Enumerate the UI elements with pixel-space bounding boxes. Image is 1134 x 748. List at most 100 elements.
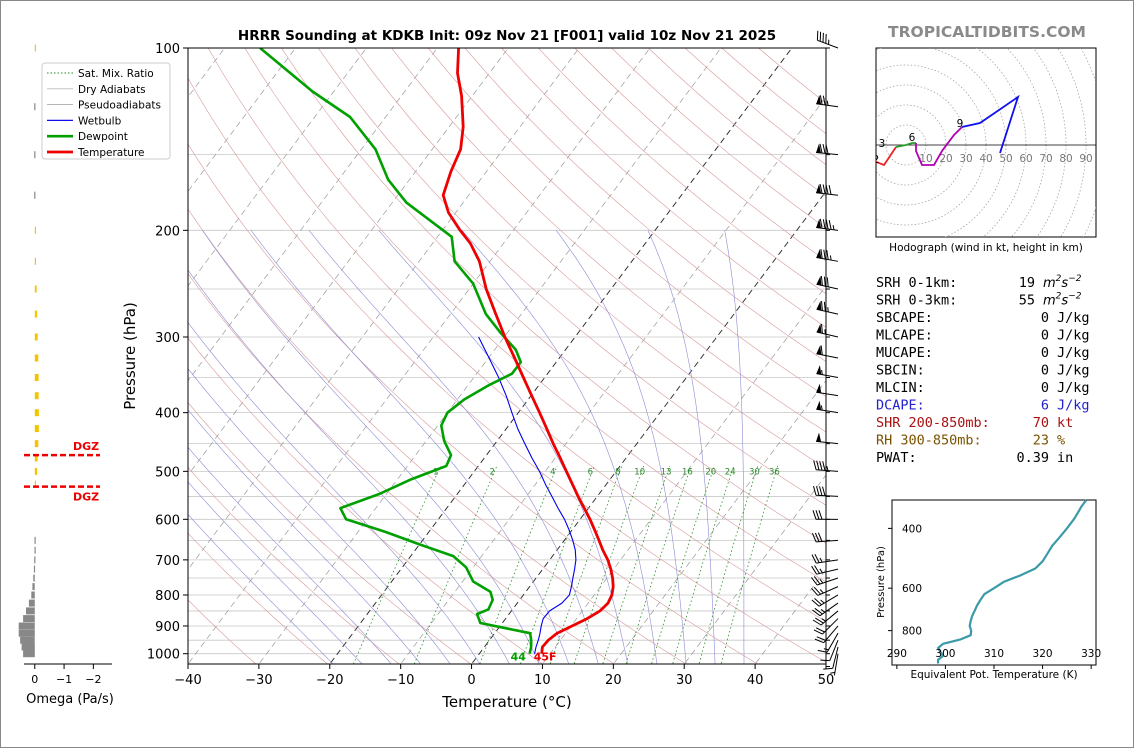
barb-full (813, 586, 821, 595)
hodograph-trace (876, 146, 897, 167)
theta-e-line (936, 499, 1088, 664)
omega-bar (34, 257, 36, 265)
barb-flag (816, 249, 822, 259)
stat-unit: in (1057, 450, 1073, 466)
moist-adiabat-line (188, 481, 363, 664)
dry-adiabat-line (188, 143, 759, 664)
omega-xlabel: Omega (Pa/s) (26, 692, 114, 707)
stat-unit: kt (1057, 415, 1073, 431)
barb-full (815, 617, 824, 624)
stat-row: SRH 0-3km: 55 m2s−2 (876, 292, 1082, 309)
skewt-series (259, 48, 615, 654)
dgz-label: DGZ (73, 491, 99, 504)
barb-full (822, 461, 826, 471)
legend-label: Dry Adiabats (78, 84, 146, 96)
barb-full (815, 627, 825, 633)
barb-flag (816, 95, 822, 105)
barb-staff (815, 494, 839, 497)
barb-full (826, 277, 829, 287)
wetbulb-line (478, 336, 577, 654)
barb-staff (826, 632, 839, 653)
wind-barb (811, 594, 839, 607)
wind-barb (813, 460, 839, 472)
barb-full (815, 510, 820, 520)
isotherm-line (188, 48, 580, 571)
barb-full (812, 619, 822, 626)
mixing-ratio-label: 6 (588, 468, 593, 478)
dry-adiabat-line (188, 532, 328, 664)
barb-full (817, 649, 828, 653)
dry-adiabat-line (188, 208, 687, 664)
mixing-ratio-line (549, 465, 623, 664)
omega-bar (34, 44, 36, 52)
barb-staff (816, 568, 839, 575)
dry-adiabat-line (188, 402, 472, 664)
isotherm-line (188, 48, 296, 192)
barb-flag (816, 400, 822, 411)
stat-row: MLCAPE: 0 J/kg (876, 328, 1090, 344)
wind-barbs (811, 30, 839, 676)
legend-label: Wetbulb (78, 115, 122, 127)
omega-bar (34, 103, 36, 111)
mixing-ratio-label: 24 (725, 468, 736, 478)
storm-motion-marker (858, 121, 875, 138)
isotherm-line (258, 48, 722, 664)
hodograph-ring-label: 80 (1059, 153, 1072, 165)
barb-full (811, 565, 818, 575)
mixing-ratio-label: 30 (749, 468, 760, 478)
omega-bar (34, 409, 39, 417)
stat-unit: J/kg (1057, 310, 1090, 326)
omega-bar (23, 615, 35, 623)
mixing-ratio-line (651, 465, 715, 664)
wind-barb (811, 532, 839, 543)
mixing-ratio-line (602, 465, 671, 664)
barb-full (811, 599, 820, 607)
stat-label: PWAT: (876, 450, 917, 466)
y-tick-label: 700 (155, 554, 180, 569)
y-tick-label: 900 (155, 620, 180, 635)
hodograph-caption: Hodograph (wind in kt, height in km) (889, 242, 1083, 254)
wind-barb (816, 275, 839, 290)
barb-full (823, 276, 826, 287)
barb-half (820, 609, 826, 613)
mixing-ratio-line (573, 465, 644, 664)
x-tick-label: 10 (534, 673, 551, 688)
barb-full (822, 219, 826, 229)
stat-label: SRH 0-1km: (876, 275, 957, 291)
stat-label: SBCAPE: (876, 310, 933, 326)
barb-full (820, 345, 823, 355)
stat-label: MUCAPE: (876, 345, 933, 361)
stat-row: SBCIN: 0 J/kg (876, 363, 1090, 379)
dry-adiabat-line (188, 337, 544, 664)
theta-e-panel: 290 300 310 320 330 400 600 800 (887, 499, 1101, 669)
omega-bar (26, 607, 35, 615)
wind-barb (817, 632, 839, 653)
stat-value: 0 (1041, 363, 1049, 379)
omega-tick-label: −2 (85, 673, 101, 686)
mixing-ratio-label: 1 (433, 468, 438, 478)
barb-full (814, 598, 822, 606)
hodograph-panel: 10 20 30 40 50 60 70 80 90 1 2 3 6 9 LM RM (858, 47, 1097, 238)
wind-barb (816, 323, 839, 338)
mixing-ratio-label: 4 (550, 468, 555, 478)
stat-unit: J/kg (1057, 363, 1090, 379)
stat-unit: J/kg (1057, 380, 1090, 396)
omega-bar (34, 333, 38, 341)
x-tick-label: 50 (818, 673, 835, 688)
x-tick-label: −20 (316, 673, 343, 688)
y-tick-label: 400 (155, 407, 180, 422)
mixing-ratio-label: 13 (661, 468, 672, 478)
omega-bar (34, 467, 38, 475)
barb-full (818, 510, 823, 520)
barb-full (817, 532, 823, 542)
wind-barb (816, 218, 839, 231)
barb-flag (816, 275, 822, 286)
stat-unit: m2s−2 (1043, 274, 1082, 291)
barb-full (812, 510, 817, 520)
skewt-xlabel: Temperature (°C) (441, 693, 571, 711)
surface-dewpoint-label: 44 (511, 651, 527, 664)
wind-barb (812, 610, 839, 626)
barb-full (813, 576, 821, 585)
stat-value: 0 (1041, 345, 1049, 361)
